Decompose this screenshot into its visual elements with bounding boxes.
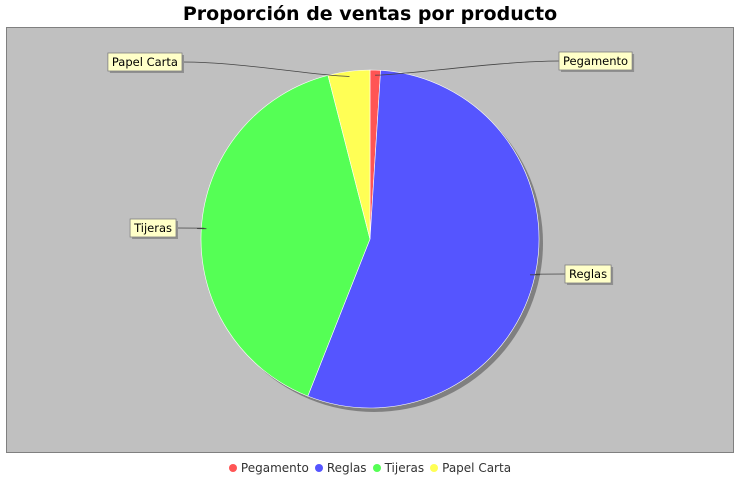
pie-label-text-tijeras: Tijeras	[133, 221, 172, 235]
pie-leader-pegamento	[375, 60, 560, 76]
legend: Pegamento Reglas Tijeras Papel Carta	[0, 459, 740, 477]
pie-leader-tijeras	[175, 227, 207, 230]
pie-label-text-pegamento: Pegamento	[563, 54, 628, 68]
pie-label-reglas: Reglas	[564, 264, 614, 285]
pie-leader-lines	[175, 60, 566, 276]
legend-item-reglas: Reglas	[314, 461, 367, 475]
pie-label-box-tijeras	[129, 218, 177, 238]
pie-chart-plot: Pegamento Reglas Tijeras Papel Carta	[6, 27, 734, 453]
pie-label-box-pegamento	[558, 51, 633, 71]
pie-label-pegamento: Pegamento	[558, 51, 635, 72]
pie-label-box-reglas	[564, 264, 612, 284]
legend-swatch-reglas	[314, 464, 323, 472]
pie-label-papel-carta: Papel Carta	[107, 52, 184, 73]
legend-label-pegamento: Pegamento	[240, 461, 309, 475]
chart-title: Proporción de ventas por producto	[182, 3, 558, 25]
pie-leader-papel-carta	[181, 61, 350, 77]
legend-swatch-papel-carta	[430, 464, 439, 472]
legend-label-tijeras: Tijeras	[384, 461, 425, 475]
legend-swatch-pegamento	[228, 464, 237, 472]
pie-label-box-papel-carta	[107, 52, 183, 72]
pie-label-text-reglas: Reglas	[569, 267, 607, 281]
pie-slices	[200, 69, 540, 409]
pie-slice-reglas	[307, 70, 540, 409]
legend-item-tijeras: Tijeras	[372, 461, 425, 475]
pie-label-text-papel-carta: Papel Carta	[112, 55, 178, 69]
legend-item-papel-carta: Papel Carta	[430, 461, 511, 475]
legend-label-reglas: Reglas	[326, 461, 367, 475]
legend-label-papel-carta: Papel Carta	[442, 461, 512, 475]
pie-labels: Pegamento Reglas Tijeras Papel Carta	[107, 51, 635, 285]
legend-swatch-tijeras	[372, 464, 381, 472]
pie-label-tijeras: Tijeras	[129, 218, 178, 239]
pie-leader-reglas	[529, 273, 566, 276]
legend-item-pegamento: Pegamento	[228, 461, 309, 475]
